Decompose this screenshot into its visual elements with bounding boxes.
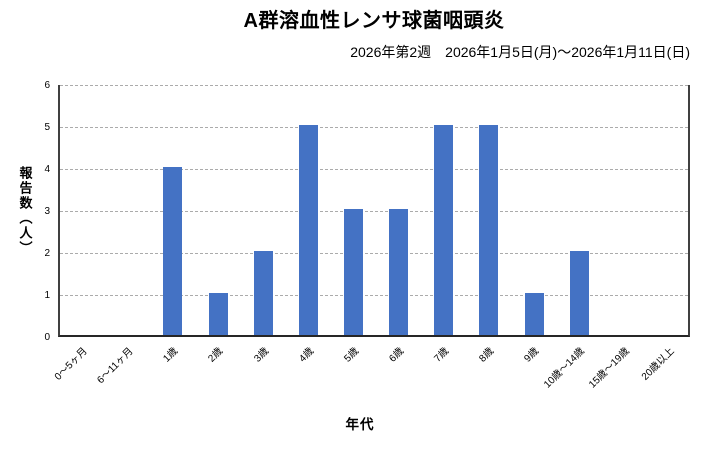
x-tick-label-2歳: 2歳 — [206, 345, 226, 365]
y-tick-label-0: 0 — [44, 332, 50, 343]
bar-9歳 — [524, 293, 544, 335]
gridline-y4 — [60, 169, 688, 170]
x-tick-label-6～11ヶ月: 6～11ヶ月 — [95, 345, 136, 387]
x-tick-label-3歳: 3歳 — [251, 345, 271, 365]
x-tick-label-4歳: 4歳 — [297, 345, 316, 365]
x-tick-label-10歳～14歳: 10歳～14歳 — [542, 345, 587, 391]
x-tick-label-8歳: 8歳 — [477, 345, 497, 365]
y-tick-label-1: 1 — [44, 290, 50, 301]
bar-2歳 — [208, 293, 228, 335]
x-tick-label-0～5ヶ月: 0～5ヶ月 — [53, 345, 91, 383]
y-tick-label-3: 3 — [44, 206, 50, 217]
chart-title: A群溶血性レンサ球菌咽頭炎 — [243, 10, 505, 32]
x-tick-label-15歳～19歳: 15歳～19歳 — [587, 345, 632, 391]
bar-10歳～14歳 — [569, 251, 589, 335]
y-tick-label-2: 2 — [44, 248, 50, 259]
bar-6歳 — [389, 209, 409, 335]
y-tick-label-5: 5 — [44, 122, 50, 133]
x-tick-label-20歳以上: 20歳以上 — [640, 345, 678, 383]
y-axis-title-text: 報告数（人） — [17, 166, 33, 256]
bar-7歳 — [434, 125, 454, 335]
bar-1歳 — [163, 167, 183, 335]
y-tick-label-4: 4 — [44, 164, 50, 175]
chart-subtitle: 2026年第2週 2026年1月5日(月)～2026年1月11日(日) — [350, 44, 690, 60]
x-axis-title: 年代 — [345, 417, 375, 432]
x-tick-label-9歳: 9歳 — [522, 345, 542, 365]
bar-5歳 — [343, 209, 363, 335]
y-axis-title: 報告数（人） — [10, 85, 40, 337]
x-tick-label-7歳: 7歳 — [432, 345, 452, 365]
gridline-y1 — [60, 295, 688, 296]
x-tick-label-1歳: 1歳 — [161, 345, 181, 365]
plot-area — [58, 85, 690, 337]
y-tick-label-6: 6 — [44, 80, 50, 91]
bar-3歳 — [253, 251, 273, 335]
bar-4歳 — [298, 125, 318, 335]
gridline-y2 — [60, 253, 688, 254]
gridline-y3 — [60, 211, 688, 212]
gridline-y5 — [60, 127, 688, 128]
bar-8歳 — [479, 125, 499, 335]
gridline-y6 — [60, 85, 688, 86]
x-tick-label-6歳: 6歳 — [387, 345, 407, 365]
x-tick-label-5歳: 5歳 — [342, 345, 362, 365]
